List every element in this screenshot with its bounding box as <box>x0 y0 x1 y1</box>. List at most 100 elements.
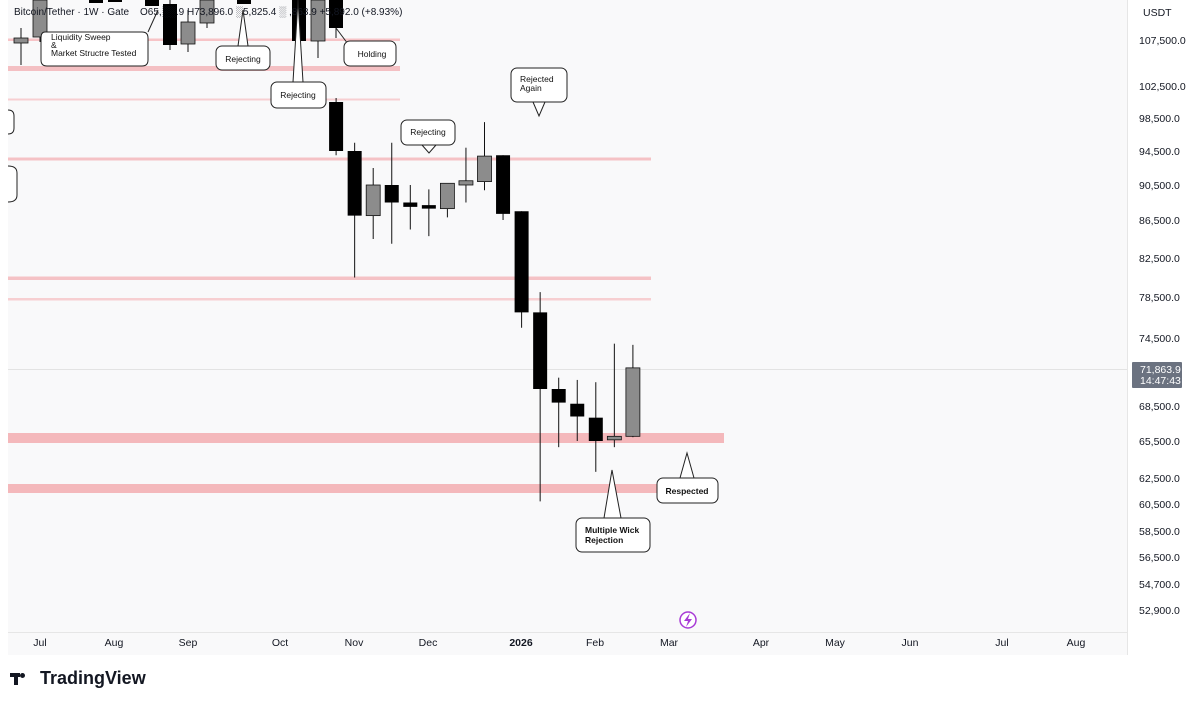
rejecting-note-3-text: Rejecting <box>410 127 446 137</box>
liquidity-sweep-text: & <box>51 40 57 50</box>
rejected-again-note-text: Again <box>520 83 542 93</box>
time-tick-label: May <box>825 637 846 649</box>
zones <box>8 38 724 493</box>
partial-note-left <box>7 165 18 203</box>
time-tick-label: Aug <box>105 637 124 649</box>
price-tick-label: 107,500.0 <box>1139 35 1186 47</box>
multiple-wick-note-text: Multiple Wick <box>585 525 640 535</box>
time-tick-label: Jun <box>902 637 919 649</box>
current-price-badge[interactable] <box>1132 362 1182 388</box>
candle[interactable] <box>180 21 196 45</box>
candle[interactable] <box>13 37 29 44</box>
plot-area[interactable] <box>8 0 1127 632</box>
zone-line <box>8 38 400 41</box>
liquidity-sweep-text: Market Structre Tested <box>51 48 137 58</box>
rejecting-note-1-text: Rejecting <box>225 54 261 64</box>
price-axis-ticks: 107,500.0 102,500.0 98,500.0 94,500.0 90,500… <box>1139 35 1186 617</box>
price-tick-label: 60,500.0 <box>1139 499 1180 511</box>
candle[interactable] <box>329 0 343 28</box>
candle[interactable] <box>384 185 399 203</box>
time-axis-ticks: Jul Aug Sep Oct Nov Dec 2026 Feb Mar Apr May Jun Jul… <box>33 637 1085 649</box>
candle[interactable] <box>199 0 215 24</box>
zone-line <box>8 298 651 301</box>
multiple-wick-note-pointer <box>603 469 622 519</box>
partial-note-left <box>7 109 15 135</box>
lightning-icon[interactable] <box>679 611 697 629</box>
countdown-value: 14:47:43 <box>1140 375 1181 387</box>
candles <box>329 98 641 502</box>
holding-note-box[interactable] <box>343 40 397 67</box>
candle[interactable] <box>477 155 492 183</box>
candle[interactable] <box>145 0 159 6</box>
multiple-wick-note-text: Rejection <box>585 535 623 545</box>
price-tick-label: 74,500.0 <box>1139 333 1180 345</box>
currency-label: USDT <box>1143 7 1172 19</box>
price-axis-panel[interactable] <box>1127 0 1193 655</box>
rejecting-note-3-pointer <box>421 144 437 154</box>
holding-note-text: Holding <box>358 49 387 59</box>
candle[interactable] <box>89 0 103 3</box>
price-tick-label: 56,500.0 <box>1139 552 1180 564</box>
tradingview-mark-icon <box>10 671 34 687</box>
liquidity-sweep-note-box[interactable] <box>40 31 149 67</box>
zone-band <box>8 484 718 493</box>
candle[interactable] <box>496 155 511 214</box>
early-candles <box>13 0 343 65</box>
price-tick-label: 102,500.0 <box>1139 81 1186 93</box>
price-tick-label: 58,500.0 <box>1139 526 1180 538</box>
liquidity-sweep-pointer <box>147 9 159 33</box>
candle[interactable] <box>514 211 529 313</box>
respected-note-text: Respected <box>666 486 709 496</box>
zone-band <box>8 433 724 443</box>
rejecting-note-2-box[interactable] <box>270 81 327 109</box>
candle[interactable] <box>365 184 381 217</box>
time-tick-label: Jul <box>33 637 46 649</box>
candle[interactable] <box>458 180 474 186</box>
candle[interactable] <box>533 312 548 389</box>
symbol-label: Bitcoin/Tether · 1W · Gate <box>14 7 129 18</box>
price-tick-label: 54,700.0 <box>1139 579 1180 591</box>
price-tick-label: 62,500.0 <box>1139 473 1180 485</box>
tradingview-logo[interactable]: TradingView <box>10 668 146 689</box>
candle[interactable] <box>439 182 455 210</box>
rejecting-note-2-pointer <box>292 0 304 83</box>
candle[interactable] <box>403 202 418 207</box>
price-tick-label: 94,500.0 <box>1139 146 1180 158</box>
rejected-again-note-box[interactable] <box>510 67 568 103</box>
rejecting-note-1-pointer <box>237 9 249 47</box>
time-tick-label: Sep <box>179 637 198 649</box>
candle[interactable] <box>421 205 436 209</box>
current-price-value: 71,863.9 <box>1140 364 1181 376</box>
time-tick-label: Apr <box>753 637 770 649</box>
zone-line <box>8 98 400 101</box>
time-tick-label: 2026 <box>509 637 533 649</box>
price-tick-label: 65,500.0 <box>1139 436 1180 448</box>
candle[interactable] <box>329 102 344 151</box>
respected-note-pointer <box>679 451 695 479</box>
price-tick-label: 78,500.0 <box>1139 292 1180 304</box>
candle[interactable] <box>108 0 122 2</box>
candle[interactable] <box>588 417 603 441</box>
rejecting-note-1-box[interactable] <box>215 45 271 71</box>
candle[interactable] <box>606 435 622 441</box>
candle[interactable] <box>163 4 177 45</box>
zone-line <box>8 157 651 161</box>
price-tick-label: 82,500.0 <box>1139 253 1180 265</box>
holding-note-pointer <box>335 27 349 45</box>
time-axis-panel[interactable] <box>8 632 1127 655</box>
candle[interactable] <box>310 0 326 42</box>
candle[interactable] <box>237 0 251 4</box>
candle[interactable] <box>347 151 362 216</box>
time-tick-label: Aug <box>1067 637 1086 649</box>
time-tick-label: Jul <box>995 637 1008 649</box>
candle[interactable] <box>32 0 48 38</box>
price-tick-label: 98,500.0 <box>1139 113 1180 125</box>
candle[interactable] <box>551 389 566 403</box>
rejecting-note-3-box[interactable] <box>400 119 456 146</box>
respected-note-box[interactable] <box>656 477 719 504</box>
liquidity-sweep-text: Liquidity Sweep <box>51 32 111 42</box>
candle[interactable] <box>625 367 641 437</box>
candle[interactable] <box>570 403 585 417</box>
multiple-wick-note-box[interactable] <box>575 517 651 553</box>
